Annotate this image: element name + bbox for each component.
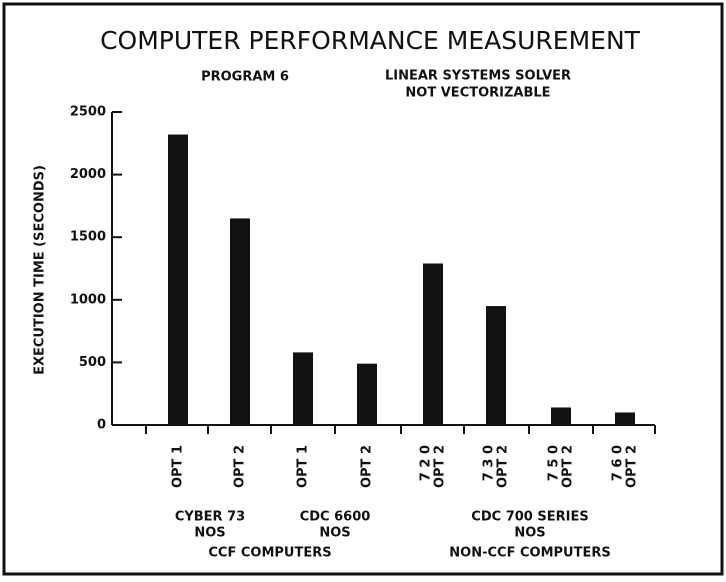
x-tick-sublabel: 7 5 0 (547, 445, 562, 481)
y-tick-label: 2000 (70, 167, 106, 182)
x-tick-label: OPT 2 (360, 445, 375, 488)
group-sublabel: NOS (319, 526, 350, 541)
group-label: CYBER 73 (175, 510, 245, 525)
y-tick-label: 1500 (70, 230, 106, 245)
bar (423, 263, 443, 425)
bar (615, 412, 635, 425)
bar (293, 352, 313, 425)
bar (551, 407, 571, 425)
x-tick-label: OPT 2 (433, 445, 448, 488)
x-tick-label: OPT 1 (171, 445, 186, 488)
y-tick-label: 2500 (70, 105, 106, 120)
x-tick-label: OPT 2 (625, 445, 640, 488)
x-tick-sublabel: 7 6 0 (611, 445, 626, 481)
x-tick-label: OPT 1 (296, 445, 311, 488)
subtitle: LINEAR SYSTEMS SOLVER (385, 69, 571, 84)
bar (357, 363, 377, 425)
subtitle: PROGRAM 6 (201, 70, 289, 85)
y-tick-label: 0 (97, 418, 106, 433)
y-tick-label: 1000 (70, 292, 106, 307)
chart-title: COMPUTER PERFORMANCE MEASUREMENT (100, 26, 641, 55)
x-tick-label: OPT 2 (496, 445, 511, 488)
x-tick-label: OPT 2 (561, 445, 576, 488)
group-label: CDC 700 SERIES (471, 510, 588, 525)
subtitle: NOT VECTORIZABLE (405, 86, 550, 101)
y-tick-label: 500 (79, 355, 106, 370)
group-sublabel: NOS (514, 526, 545, 541)
x-tick-sublabel: 7 3 0 (482, 445, 497, 481)
y-axis-label: EXECUTION TIME (SECONDS) (33, 165, 48, 375)
bar (168, 134, 188, 425)
x-tick-label: OPT 2 (233, 445, 248, 488)
bar (230, 218, 250, 425)
supergroup-label: NON-CCF COMPUTERS (449, 546, 610, 561)
supergroup-label: CCF COMPUTERS (208, 546, 331, 561)
bar (486, 306, 506, 425)
x-tick-sublabel: 7 2 0 (419, 445, 434, 481)
group-sublabel: NOS (194, 526, 225, 541)
group-label: CDC 6600 (300, 510, 371, 525)
